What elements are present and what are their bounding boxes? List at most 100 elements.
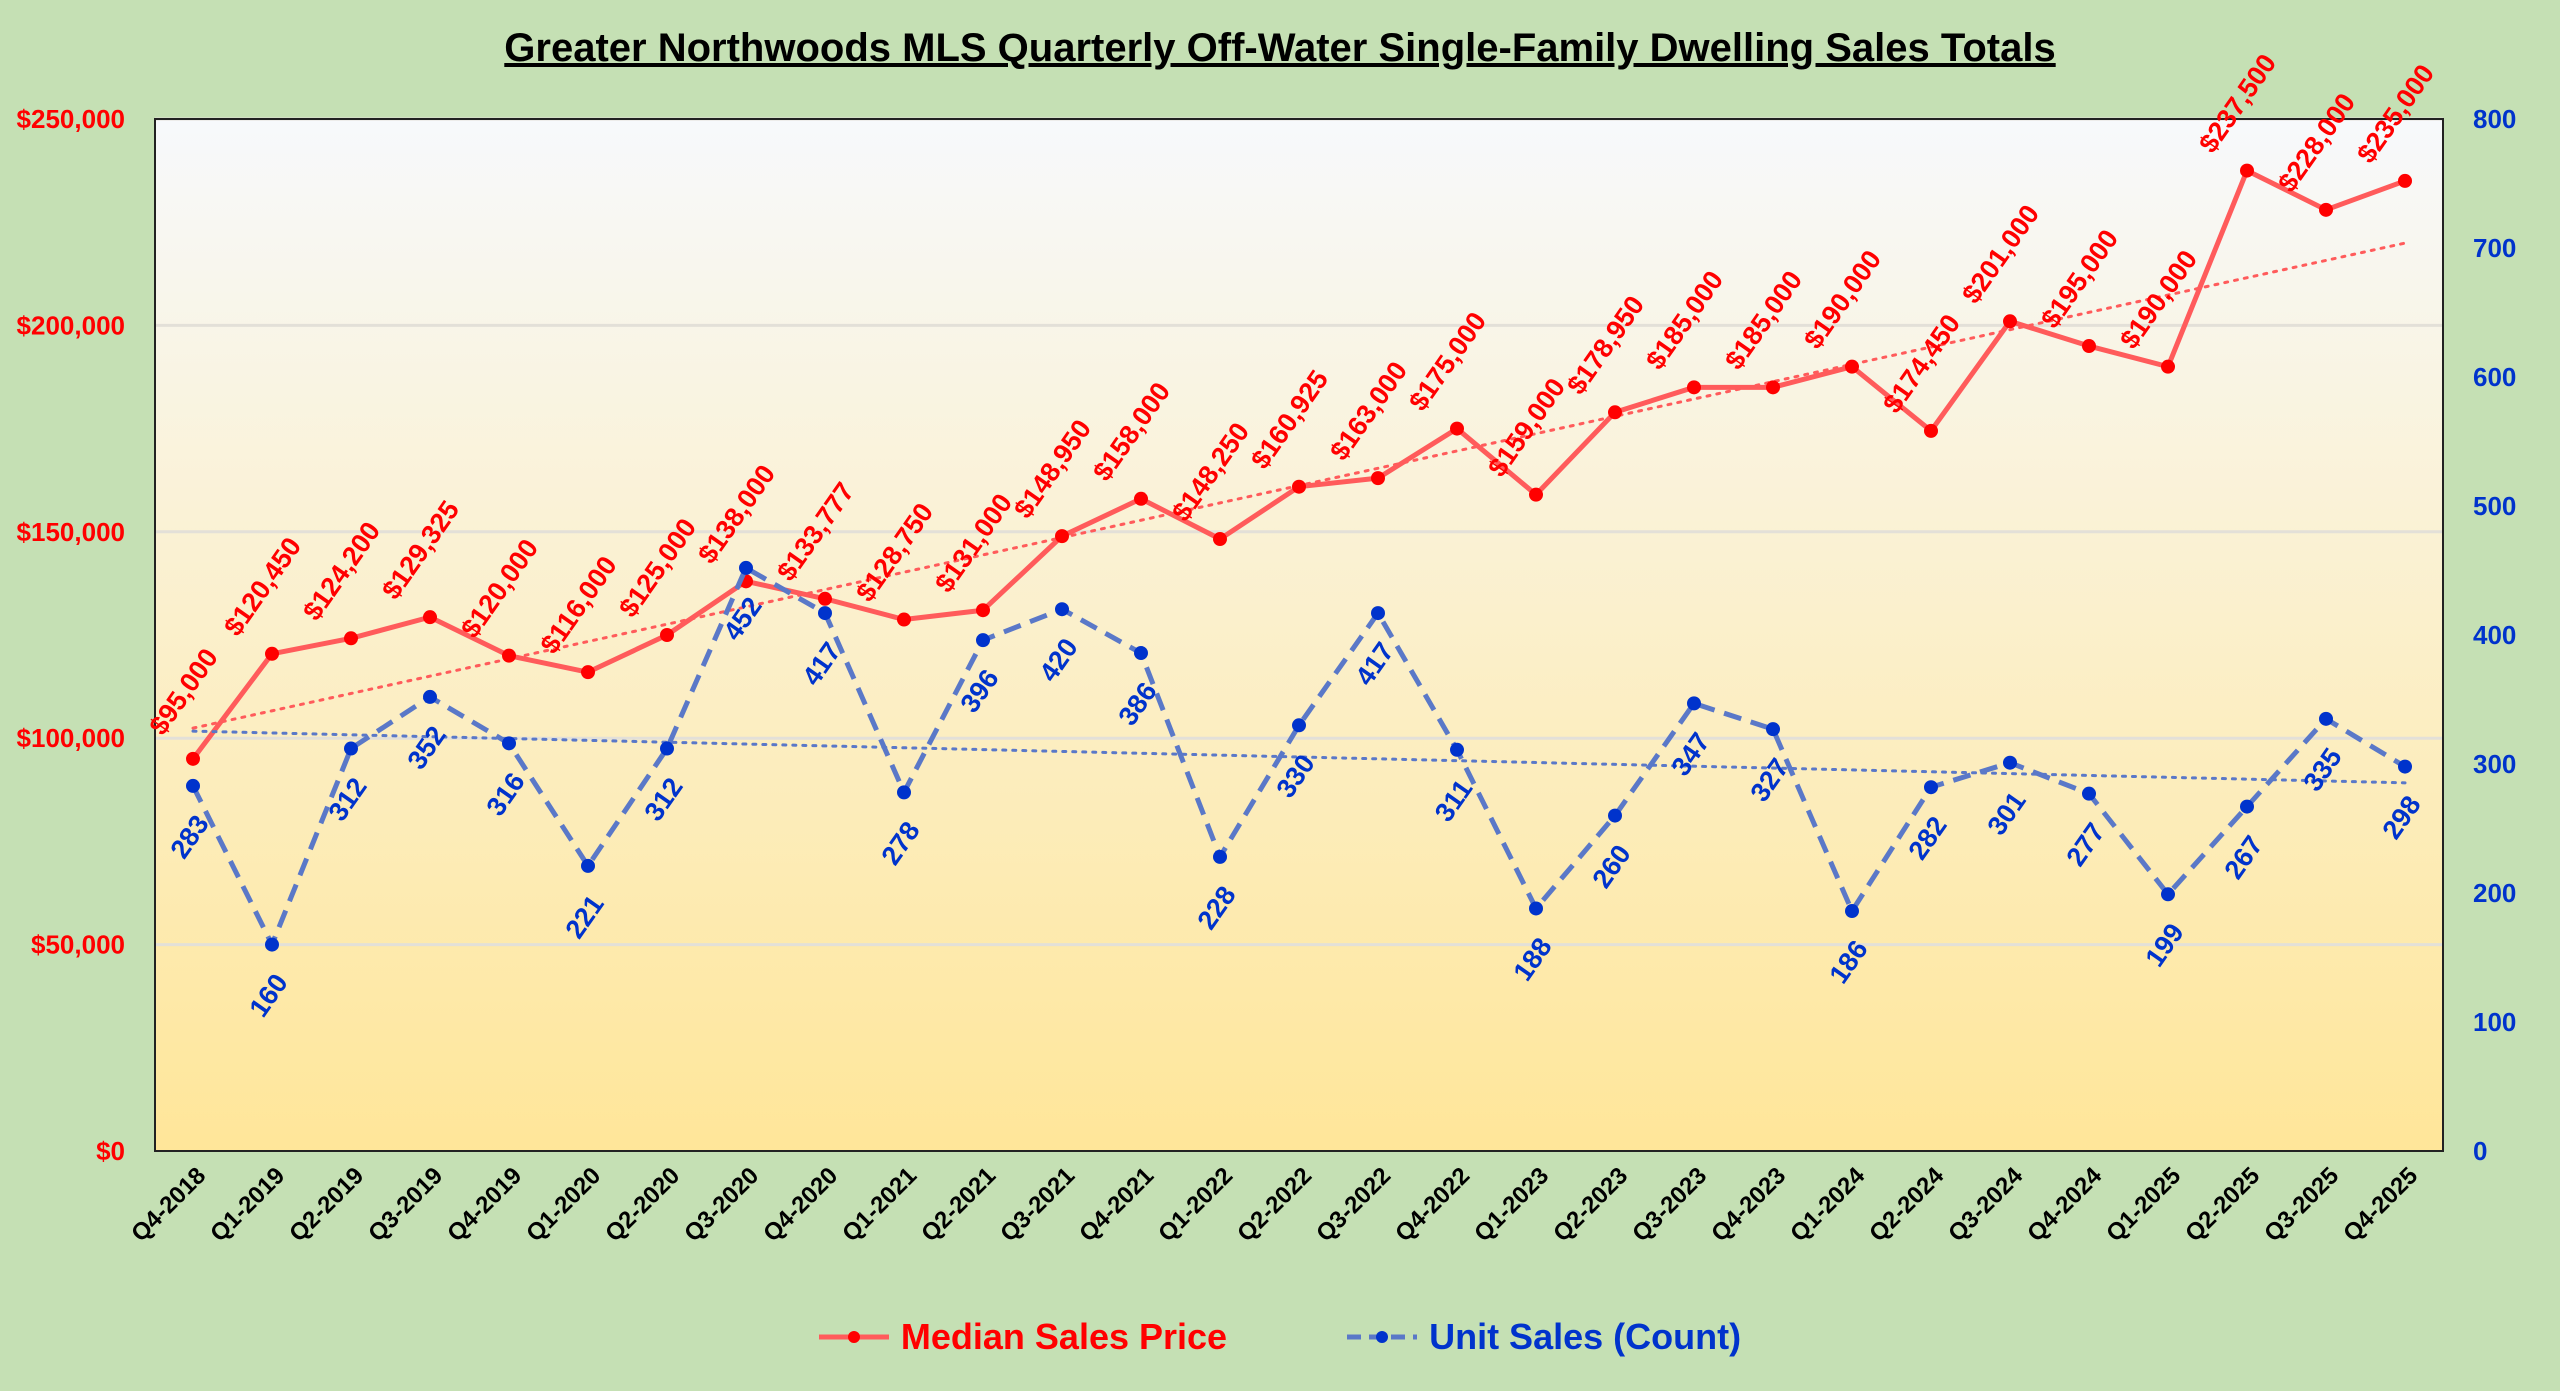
chart-title: Greater Northwoods MLS Quarterly Off-Wat… — [504, 26, 2056, 70]
x-axis-tick-label: Q2-2020 — [600, 1162, 685, 1247]
right-axis-tick-label: 500 — [2473, 491, 2516, 521]
data-point — [660, 628, 674, 642]
x-axis-tick-label: Q1-2024 — [1785, 1162, 1871, 1248]
x-axis-tick-label: Q2-2024 — [1864, 1162, 1950, 1248]
data-point — [2398, 173, 2412, 188]
data-point — [1371, 606, 1385, 621]
right-axis-tick-label: 100 — [2473, 1007, 2516, 1037]
plot-border — [154, 118, 2444, 1152]
data-point — [2003, 314, 2017, 329]
data-point — [265, 937, 279, 952]
legend-price-swatch — [818, 1331, 889, 1343]
data-point — [1766, 380, 1780, 395]
data-point — [2240, 163, 2254, 178]
x-axis-tick-label: Q3-2022 — [1311, 1162, 1396, 1247]
legend-units-swatch — [1347, 1331, 1418, 1343]
data-point — [2240, 799, 2254, 814]
x-axis-tick-label: Q3-2021 — [995, 1162, 1080, 1247]
left-axis-tick-label: $250,000 — [17, 104, 125, 134]
x-axis-tick-label: Q2-2019 — [284, 1162, 369, 1247]
x-axis-tick-label: Q1-2022 — [1153, 1162, 1238, 1247]
legend-price-label: Median Sales Price — [900, 1316, 1228, 1357]
data-point — [423, 610, 437, 625]
x-axis-tick-label: Q4-2023 — [1706, 1162, 1791, 1247]
x-axis-tick-label: Q2-2023 — [1548, 1162, 1633, 1247]
data-point — [1687, 380, 1701, 395]
data-point — [344, 741, 358, 756]
data-point — [818, 591, 832, 606]
x-axis-tick-label: Q3-2024 — [1943, 1162, 2029, 1248]
x-axis-tick-label: Q3-2020 — [679, 1162, 764, 1247]
right-axis-tick-label: 300 — [2473, 749, 2516, 779]
data-point — [660, 741, 674, 756]
data-point — [818, 606, 832, 621]
x-axis-tick-label: Q1-2021 — [837, 1162, 922, 1247]
data-point — [1213, 532, 1227, 547]
x-axis-tick-label: Q4-2019 — [442, 1162, 527, 1247]
data-point — [1055, 529, 1069, 544]
data-point — [344, 631, 358, 646]
data-point — [1924, 423, 1938, 438]
data-point — [1529, 901, 1543, 916]
data-point — [2161, 887, 2175, 902]
data-point — [1134, 491, 1148, 506]
data-point — [581, 858, 595, 873]
data-point — [1529, 487, 1543, 502]
x-axis-tick-label: Q4-2024 — [2022, 1162, 2108, 1248]
data-point — [1371, 471, 1385, 486]
data-point — [186, 778, 200, 793]
data-point — [2398, 759, 2412, 774]
data-point — [1845, 359, 1859, 374]
legend-item-price: Median Sales Price — [818, 1316, 1228, 1358]
left-axis-tick-label: $50,000 — [31, 930, 125, 960]
x-axis-tick-label: Q4-2022 — [1390, 1162, 1475, 1247]
data-point — [1687, 696, 1701, 711]
x-axis-tick-label: Q1-2025 — [2101, 1162, 2186, 1247]
left-axis-tick-label: $150,000 — [17, 517, 125, 547]
data-point — [186, 751, 200, 766]
data-point — [1055, 602, 1069, 617]
data-point — [265, 646, 279, 661]
plot-area — [155, 119, 2443, 1151]
data-point — [1292, 479, 1306, 494]
x-axis-tick-label: Q4-2025 — [2338, 1162, 2423, 1247]
data-point — [976, 633, 990, 648]
legend-item-units: Unit Sales (Count) — [1347, 1316, 1741, 1358]
data-point — [1292, 718, 1306, 733]
left-axis-tick-label: $0 — [96, 1136, 125, 1166]
data-point — [1213, 849, 1227, 864]
x-axis-tick-label: Q1-2023 — [1469, 1162, 1554, 1247]
legend: Median Sales Price Unit Sales (Count) — [0, 1316, 2560, 1358]
x-axis-tick-label: Q1-2019 — [205, 1162, 290, 1247]
right-axis-tick-label: 400 — [2473, 620, 2516, 650]
data-point — [2082, 339, 2096, 354]
data-point — [1845, 904, 1859, 919]
data-point — [1766, 722, 1780, 737]
right-axis-tick-label: 200 — [2473, 878, 2516, 908]
right-axis-tick-label: 800 — [2473, 104, 2516, 134]
x-axis-tick-label: Q4-2020 — [758, 1162, 843, 1247]
data-point — [1608, 405, 1622, 420]
data-point — [2082, 786, 2096, 801]
right-axis-tick-label: 0 — [2473, 1136, 2487, 1166]
x-axis-tick-label: Q1-2020 — [521, 1162, 606, 1247]
data-point — [1450, 421, 1464, 436]
data-point — [2003, 755, 2017, 770]
data-point — [2161, 359, 2175, 374]
right-axis-tick-label: 700 — [2473, 233, 2516, 263]
data-point — [423, 689, 437, 704]
x-axis-tick-label: Q2-2022 — [1232, 1162, 1317, 1247]
left-axis-tick-label: $200,000 — [17, 310, 125, 340]
x-axis-tick-label: Q3-2025 — [2259, 1162, 2344, 1247]
x-axis-tick-label: Q4-2018 — [126, 1162, 211, 1247]
data-point — [2319, 711, 2333, 726]
data-point — [897, 785, 911, 800]
data-point — [1608, 808, 1622, 823]
data-point — [1924, 780, 1938, 795]
data-point — [502, 648, 516, 663]
right-axis-tick-label: 600 — [2473, 362, 2516, 392]
data-point — [897, 612, 911, 627]
data-point — [1450, 742, 1464, 757]
data-point — [976, 603, 990, 618]
